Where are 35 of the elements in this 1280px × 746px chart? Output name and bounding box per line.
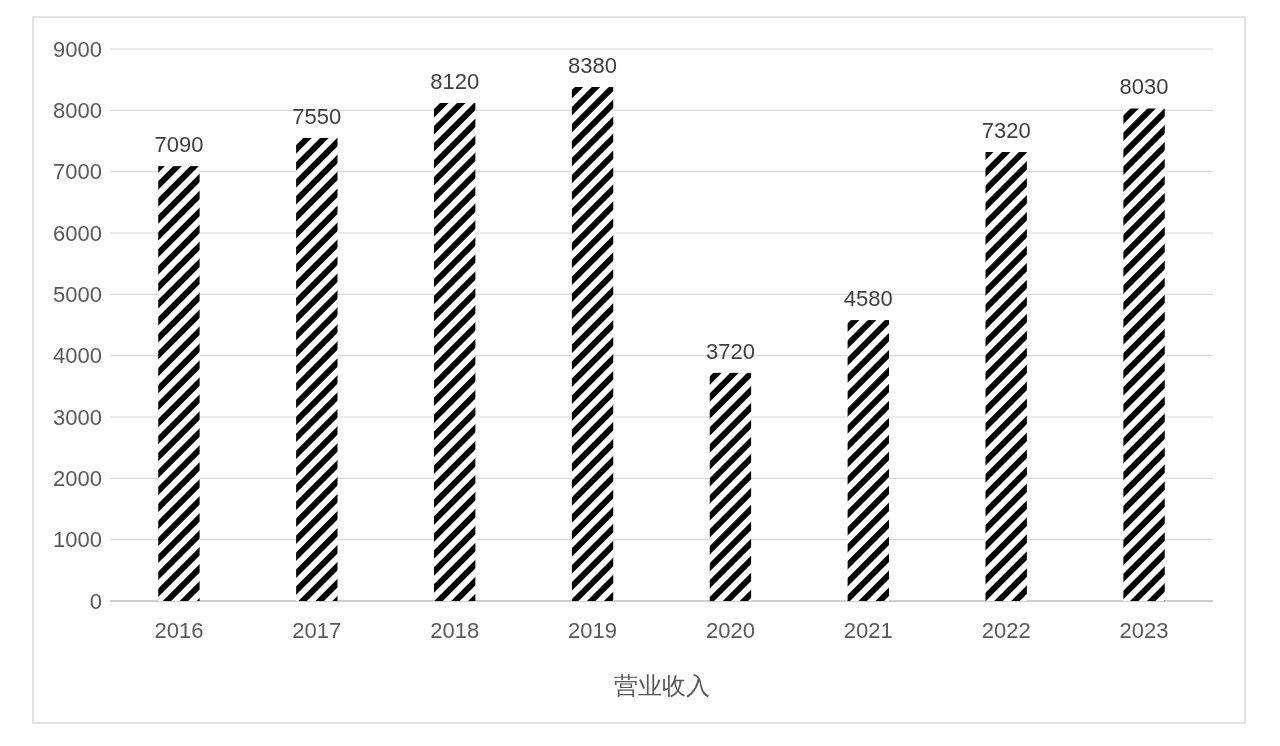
y-tick-label: 4000 bbox=[53, 343, 102, 369]
x-tick-label: 2016 bbox=[154, 618, 204, 643]
y-tick-label: 5000 bbox=[53, 282, 102, 308]
bar bbox=[985, 152, 1027, 601]
data-label: 8380 bbox=[568, 53, 618, 79]
y-tick-label: 1000 bbox=[53, 527, 102, 553]
y-tick-label: 7000 bbox=[53, 159, 102, 185]
x-tick-label: 2023 bbox=[1119, 618, 1169, 643]
y-tick-label: 6000 bbox=[53, 220, 102, 246]
x-tick-label: 2018 bbox=[430, 618, 480, 643]
bar bbox=[158, 166, 200, 601]
data-label: 3720 bbox=[705, 338, 755, 364]
y-tick-label: 3000 bbox=[53, 404, 102, 430]
bar bbox=[296, 137, 338, 601]
x-axis-title: 营业收入 bbox=[613, 672, 710, 699]
y-tick-label: 9000 bbox=[53, 36, 102, 62]
bar bbox=[847, 320, 889, 601]
x-tick-label: 2021 bbox=[843, 618, 893, 643]
x-tick-label: 2022 bbox=[981, 618, 1031, 643]
x-tick-label: 2020 bbox=[705, 618, 755, 643]
data-label: 8120 bbox=[430, 68, 480, 94]
data-label: 8030 bbox=[1119, 74, 1169, 100]
x-tick-label: 2019 bbox=[568, 618, 618, 643]
data-label: 7320 bbox=[981, 118, 1031, 144]
bar bbox=[709, 372, 752, 601]
bar bbox=[1123, 108, 1165, 601]
x-tick-label: 2017 bbox=[292, 618, 342, 643]
bar bbox=[571, 87, 614, 601]
y-tick-label: 0 bbox=[89, 588, 102, 614]
data-label: 7550 bbox=[292, 103, 342, 129]
bar bbox=[434, 102, 476, 601]
y-tick-label: 2000 bbox=[53, 466, 102, 492]
y-tick-label: 8000 bbox=[53, 98, 102, 124]
data-label: 4580 bbox=[843, 286, 893, 312]
data-label: 7090 bbox=[154, 132, 204, 158]
